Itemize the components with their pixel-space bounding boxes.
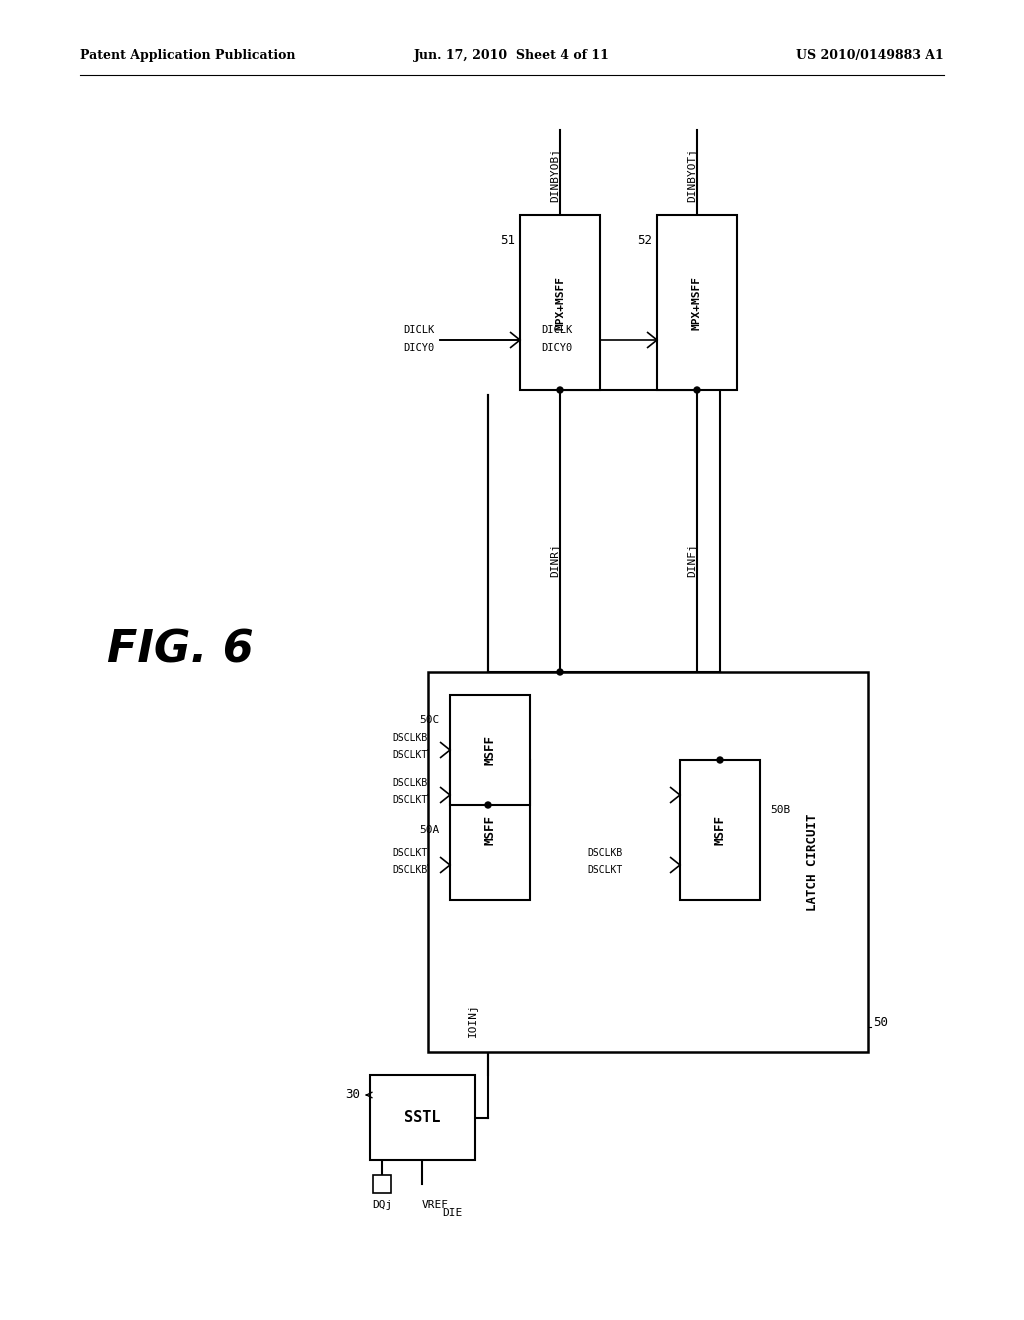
Text: DINFj: DINFj [687,543,697,577]
Bar [450,760,530,900]
Text: MPX+MSFF: MPX+MSFF [555,276,565,330]
Text: US 2010/0149883 A1: US 2010/0149883 A1 [797,49,944,62]
Text: FIG. 6: FIG. 6 [106,628,253,672]
Text: 50A: 50A [420,825,440,836]
Text: DQj: DQj [372,1200,392,1210]
Text: DICY0: DICY0 [403,343,435,352]
Text: DSCLKB: DSCLKB [393,733,428,743]
Text: DICLK: DICLK [403,325,435,335]
Text: 30: 30 [345,1089,360,1101]
Text: 52: 52 [637,234,652,247]
Text: MSFF: MSFF [483,735,497,766]
Text: MSFF: MSFF [714,814,726,845]
Text: MSFF: MSFF [483,814,497,845]
Bar [373,1175,391,1193]
Text: 50: 50 [873,1015,888,1028]
Text: Patent Application Publication: Patent Application Publication [80,49,296,62]
Text: VREF: VREF [422,1200,449,1210]
Text: DSCLKT: DSCLKT [393,795,428,805]
Bar [520,215,600,389]
Text: DINRj: DINRj [550,543,560,577]
Text: DSCLKB: DSCLKB [393,777,428,788]
Text: 50B: 50B [770,805,791,814]
Bar [370,1074,475,1160]
Text: DSCLKB: DSCLKB [393,865,428,875]
Text: DIE: DIE [442,1208,462,1218]
Text: IOINj: IOINj [468,1003,478,1038]
Text: DSCLKT: DSCLKT [393,750,428,760]
Bar [657,215,737,389]
Text: LATCH CIRCUIT: LATCH CIRCUIT [807,813,819,911]
Text: DSCLKB: DSCLKB [588,847,623,858]
Text: DSCLKT: DSCLKT [393,847,428,858]
Text: DICY0: DICY0 [541,343,572,352]
Circle shape [557,669,563,675]
Circle shape [485,803,490,808]
Text: 51: 51 [500,234,515,247]
Bar [428,672,868,1052]
Text: 50C: 50C [420,715,440,725]
Text: DICLK: DICLK [541,325,572,335]
Text: SSTL: SSTL [404,1110,440,1125]
Text: Jun. 17, 2010  Sheet 4 of 11: Jun. 17, 2010 Sheet 4 of 11 [414,49,610,62]
Circle shape [694,387,700,393]
Text: DINBYOBj: DINBYOBj [550,148,560,202]
Bar [680,760,760,900]
Text: MPX+MSFF: MPX+MSFF [692,276,702,330]
Bar [450,696,530,805]
Text: DINBYOTj: DINBYOTj [687,148,697,202]
Circle shape [557,387,563,393]
Text: DSCLKT: DSCLKT [588,865,623,875]
Circle shape [717,756,723,763]
